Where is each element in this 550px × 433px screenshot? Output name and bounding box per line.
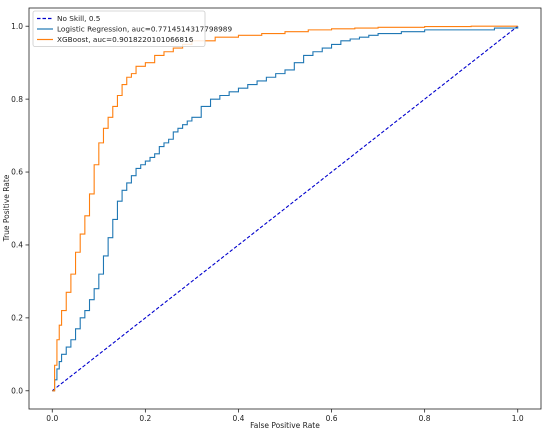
x-tick-label: 0.8 xyxy=(419,414,431,423)
legend-entry: No Skill, 0.5 xyxy=(57,14,100,23)
series-layer xyxy=(51,25,519,392)
series-line-xgboost xyxy=(52,25,518,392)
series-line-no-skill xyxy=(51,25,519,392)
x-axis-ticks: 0.0 0.2 0.4 0.6 0.8 1.0 xyxy=(46,409,524,423)
legend-entry: Logistic Regression, auc=0.7714514317798… xyxy=(57,25,232,34)
legend-entry: XGBoost, auc=0.9018220101066816 xyxy=(57,35,194,44)
x-axis-label: False Positive Rate xyxy=(250,421,320,430)
legend-box xyxy=(32,10,206,47)
series-line-logistic-regression xyxy=(52,26,519,392)
legend: No Skill, 0.5 Logistic Regression, auc=0.… xyxy=(32,10,232,47)
x-tick-label: 0.2 xyxy=(139,414,151,423)
x-tick-label: 0.6 xyxy=(326,414,338,423)
y-tick-label: 0.6 xyxy=(11,168,23,177)
x-tick-label: 1.0 xyxy=(512,414,524,423)
y-axis-ticks: 0.0 0.2 0.4 0.6 0.8 1.0 xyxy=(11,22,29,395)
y-tick-label: 0.2 xyxy=(11,314,23,323)
x-tick-label: 0.4 xyxy=(232,414,244,423)
y-tick-label: 1.0 xyxy=(11,22,23,31)
x-tick-label: 0.0 xyxy=(46,414,58,423)
y-tick-label: 0.0 xyxy=(11,386,23,395)
y-tick-label: 0.8 xyxy=(11,95,23,104)
y-tick-label: 0.4 xyxy=(11,241,23,250)
y-axis-label: True Positive Rate xyxy=(2,174,11,242)
